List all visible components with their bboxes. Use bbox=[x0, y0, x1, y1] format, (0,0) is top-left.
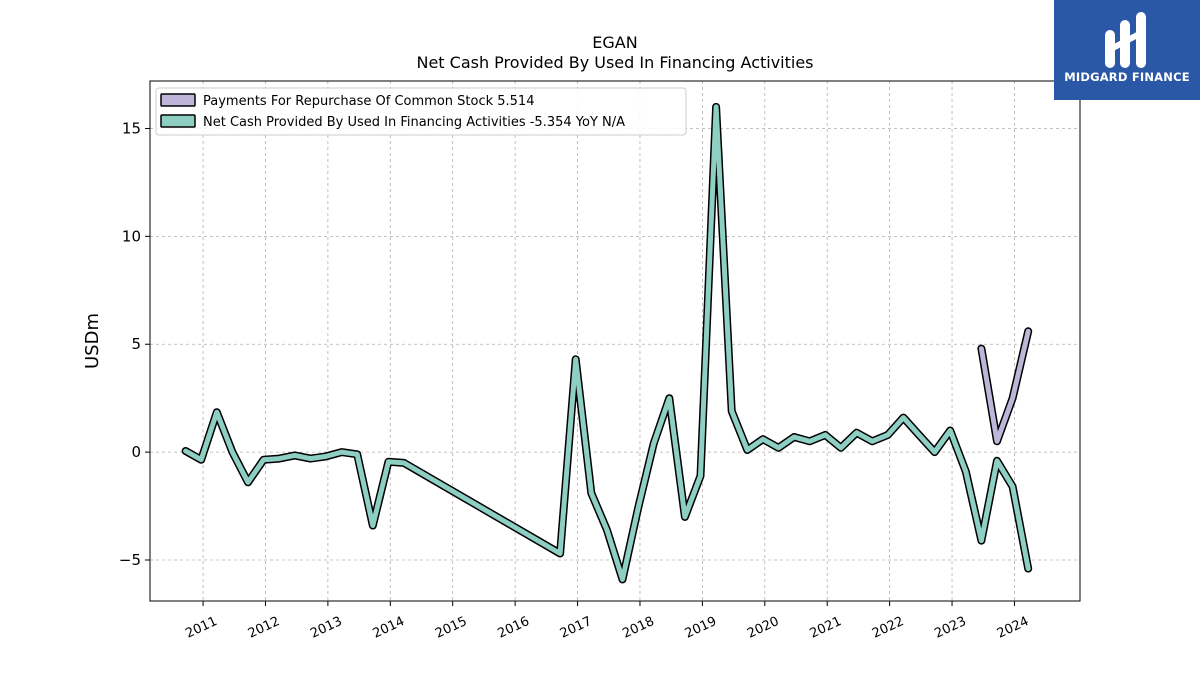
y-tick-label: 5 bbox=[131, 335, 141, 353]
y-tick-label: 15 bbox=[122, 119, 141, 137]
legend: Payments For Repurchase Of Common Stock … bbox=[155, 87, 687, 136]
x-tick-label: 2019 bbox=[683, 614, 719, 642]
x-tick-label: 2018 bbox=[620, 614, 656, 642]
chart-subtitle: Net Cash Provided By Used In Financing A… bbox=[416, 53, 813, 72]
y-axis-label: USDm bbox=[82, 313, 103, 369]
x-tick-label: 2016 bbox=[495, 614, 531, 642]
series-outline-1 bbox=[181, 102, 1033, 584]
y-tick-label: 10 bbox=[122, 227, 141, 245]
x-tick-label: 2012 bbox=[246, 614, 282, 642]
legend-swatch-0 bbox=[160, 93, 196, 107]
brand-name: MIDGARD FINANCE bbox=[1064, 70, 1190, 84]
plot-frame bbox=[149, 80, 1081, 602]
x-tick-label: 2023 bbox=[932, 614, 968, 642]
legend-label-1: Net Cash Provided By Used In Financing A… bbox=[203, 115, 625, 130]
x-tick-label: 2021 bbox=[808, 614, 844, 642]
x-tick-label: 2014 bbox=[371, 614, 407, 642]
x-axis: 2011 2012 2013 2014 2015 2016 2017 2018 2019 2020… bbox=[183, 601, 1031, 642]
x-tick-label: 2017 bbox=[558, 614, 594, 642]
series-line-1 bbox=[183, 104, 1031, 582]
series-line-0 bbox=[978, 328, 1031, 444]
midgard-logo-icon bbox=[1105, 12, 1146, 68]
legend-swatch-1 bbox=[160, 114, 196, 128]
x-tick-label: 2011 bbox=[183, 614, 219, 642]
x-tick-label: 2022 bbox=[870, 614, 906, 642]
y-axis: −5 0 5 10 15 bbox=[119, 119, 150, 569]
y-tick-label: 0 bbox=[131, 443, 141, 461]
grid bbox=[150, 81, 1080, 601]
y-tick-label: −5 bbox=[119, 551, 141, 569]
x-tick-label: 2024 bbox=[995, 614, 1031, 642]
x-tick-label: 2020 bbox=[745, 614, 781, 642]
chart-title: EGAN bbox=[592, 33, 637, 52]
brand-logo: MIDGARD FINANCE bbox=[1054, 0, 1200, 100]
legend-label-0: Payments For Repurchase Of Common Stock … bbox=[203, 94, 534, 109]
x-tick-label: 2013 bbox=[308, 614, 344, 642]
x-tick-label: 2015 bbox=[433, 614, 469, 642]
legend-box bbox=[155, 87, 687, 136]
series-layer bbox=[181, 102, 1033, 584]
